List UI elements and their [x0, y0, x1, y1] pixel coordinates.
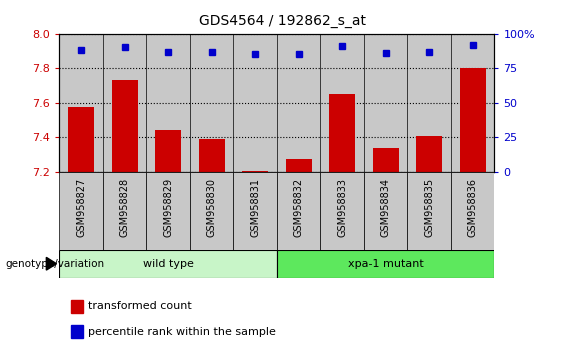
Text: GSM958833: GSM958833 [337, 178, 347, 237]
Bar [103, 34, 146, 172]
Bar [233, 34, 277, 172]
Bar [155, 130, 181, 172]
Text: GSM958834: GSM958834 [381, 178, 390, 237]
Bar [59, 250, 277, 278]
Bar [190, 34, 233, 172]
Bar [146, 172, 190, 250]
Text: percentile rank within the sample: percentile rank within the sample [88, 327, 276, 337]
Bar [459, 68, 486, 172]
Bar [451, 34, 494, 172]
Bar [111, 80, 138, 172]
Text: GSM958832: GSM958832 [294, 178, 303, 237]
Text: GSM958836: GSM958836 [468, 178, 477, 237]
Bar [320, 172, 364, 250]
Bar [59, 172, 103, 250]
Bar [372, 148, 399, 172]
Text: wild type: wild type [142, 259, 194, 269]
Bar [364, 172, 407, 250]
Bar [329, 94, 355, 172]
Bar [277, 250, 494, 278]
Bar [59, 34, 103, 172]
Text: GSM958828: GSM958828 [120, 178, 129, 237]
Text: genotype/variation: genotype/variation [6, 259, 105, 269]
Bar [320, 34, 364, 172]
Bar [242, 171, 268, 172]
Bar [68, 107, 94, 172]
Text: GDS4564 / 192862_s_at: GDS4564 / 192862_s_at [199, 14, 366, 28]
Bar [416, 136, 442, 172]
Bar [407, 172, 451, 250]
Text: xpa-1 mutant: xpa-1 mutant [347, 259, 424, 269]
Text: GSM958827: GSM958827 [76, 178, 86, 237]
Text: GSM958829: GSM958829 [163, 178, 173, 237]
Bar [451, 172, 494, 250]
Bar [277, 172, 320, 250]
Bar [146, 34, 190, 172]
Text: GSM958830: GSM958830 [207, 178, 216, 237]
Text: transformed count: transformed count [88, 301, 192, 311]
Bar [233, 172, 277, 250]
Bar [285, 159, 312, 172]
Text: GSM958835: GSM958835 [424, 178, 434, 237]
Bar [103, 172, 146, 250]
Bar [198, 139, 225, 172]
Bar [190, 172, 233, 250]
Bar [407, 34, 451, 172]
Bar [277, 34, 320, 172]
Bar [364, 34, 407, 172]
Text: GSM958831: GSM958831 [250, 178, 260, 237]
